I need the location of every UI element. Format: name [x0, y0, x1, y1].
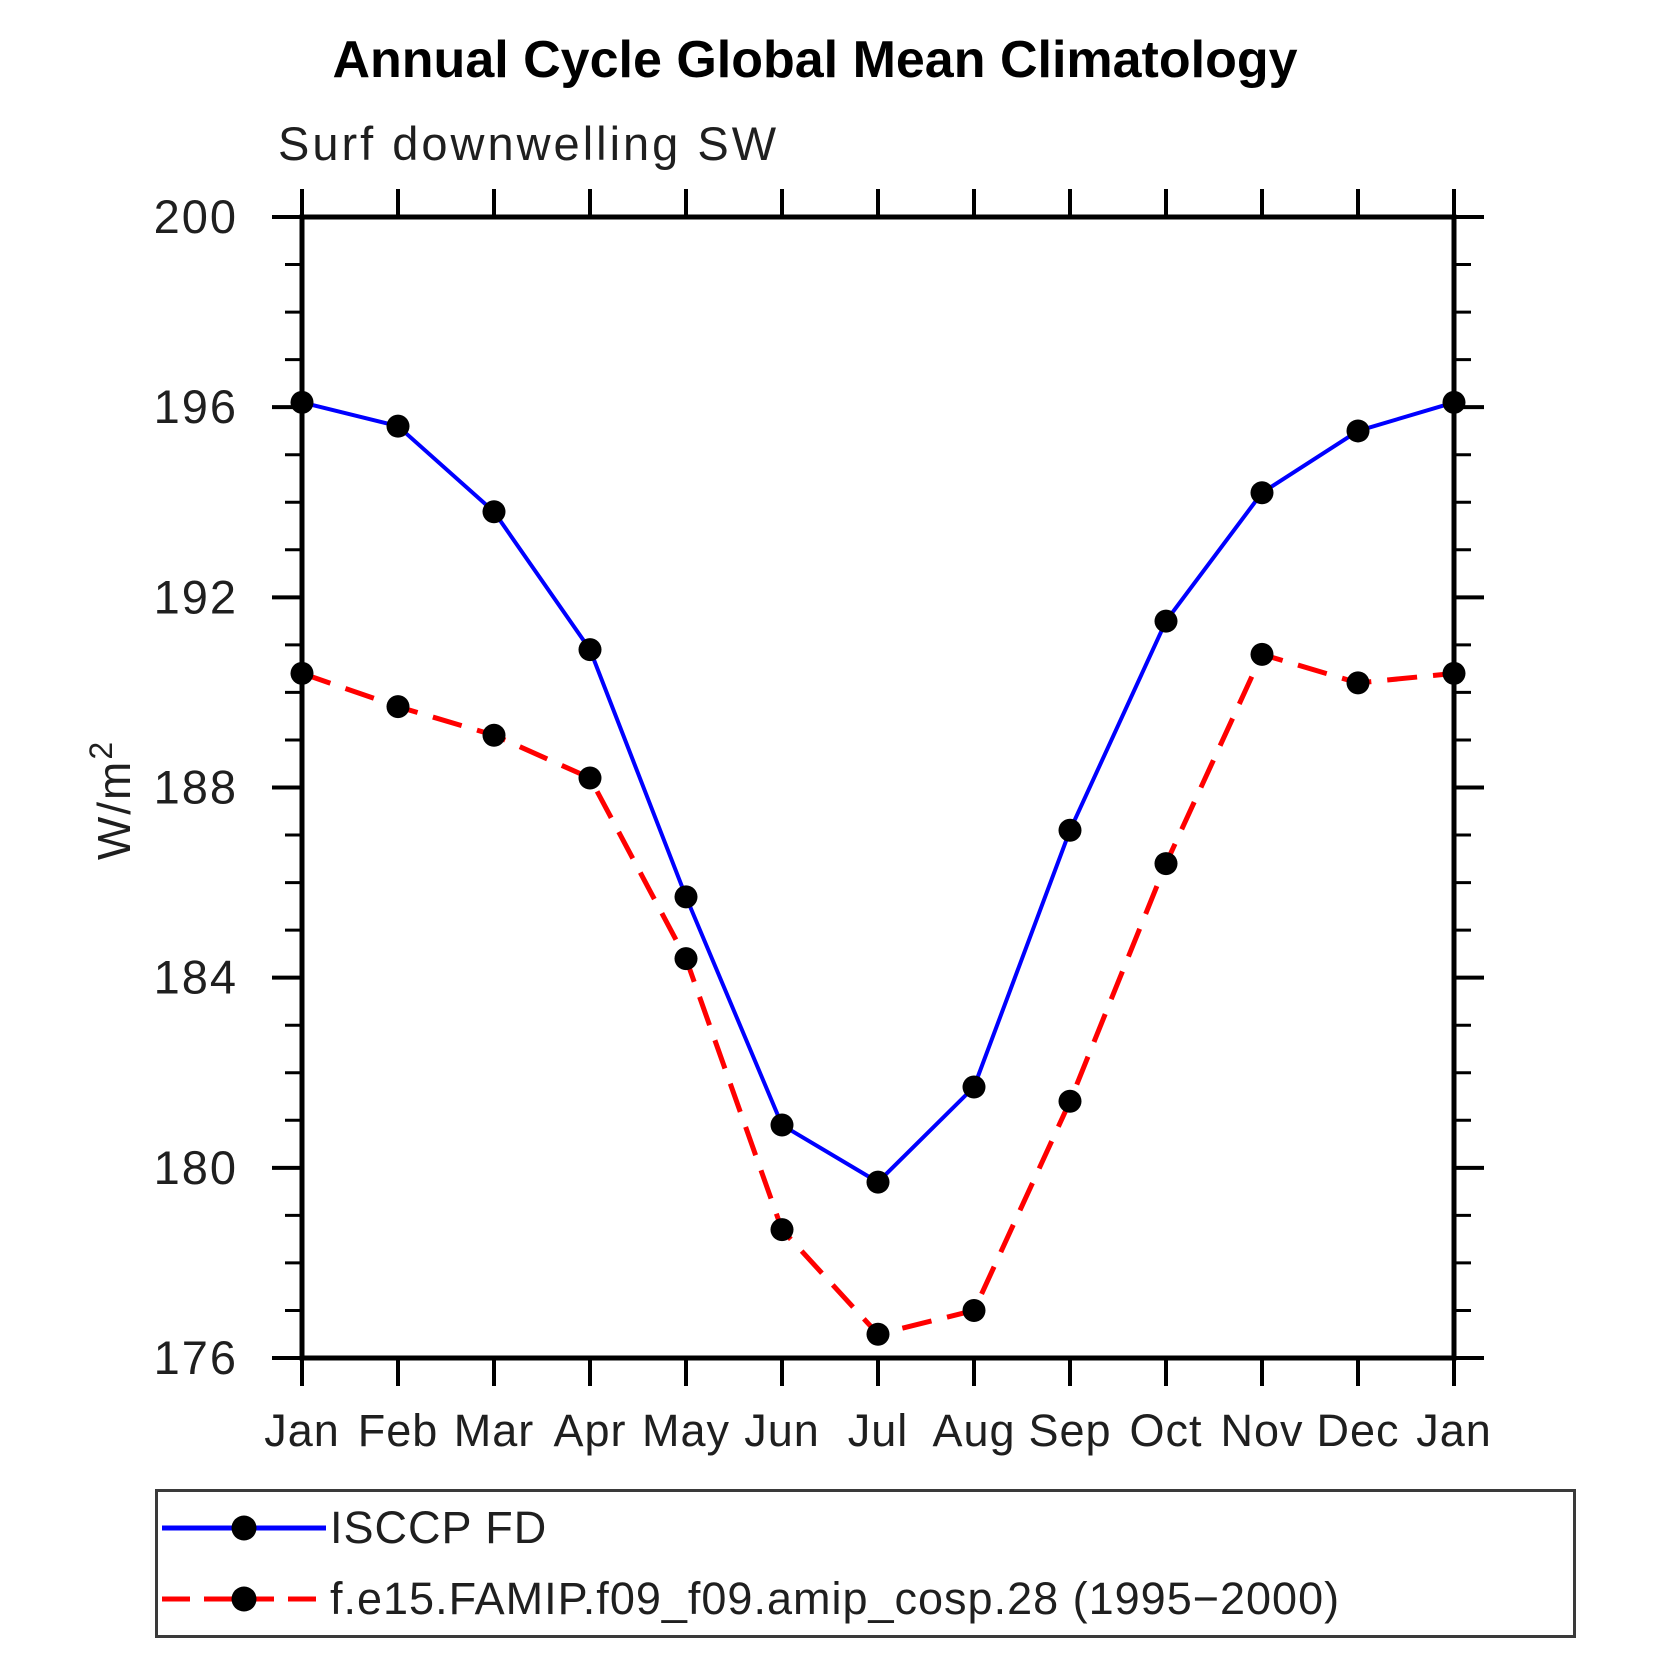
data-point [1250, 642, 1274, 666]
data-point [866, 1322, 890, 1346]
data-point [962, 1075, 986, 1099]
data-point [290, 661, 314, 685]
legend-swatch-dashed-red [162, 1586, 326, 1612]
x-tick-label: Apr [553, 1405, 626, 1456]
x-tick-label: Jan [264, 1405, 340, 1456]
series-line-1 [301, 651, 1455, 1337]
data-point [1154, 609, 1178, 633]
x-tick-label: Feb [358, 1405, 439, 1456]
y-axis-tick-labels: 176 180 184 188 192 196 200 [154, 190, 238, 1384]
data-point [1442, 661, 1466, 685]
x-tick-label: Mar [454, 1405, 535, 1456]
y-tick-label: 200 [154, 190, 238, 243]
data-point [1058, 818, 1082, 842]
y-tick-label: 180 [154, 1141, 238, 1194]
data-point [962, 1298, 986, 1322]
data-point [482, 723, 506, 747]
x-tick-label: Jun [744, 1405, 820, 1456]
x-tick-label: May [642, 1405, 730, 1456]
legend-item-isccp: ISCCP FD [158, 1494, 1573, 1562]
y-axis-label: W/m2 [83, 740, 140, 860]
chart-subtitle: Surf downwelling SW [278, 117, 780, 170]
data-point [674, 947, 698, 971]
y-tick-label: 176 [154, 1331, 238, 1384]
chart-title: Annual Cycle Global Mean Climatology [332, 31, 1298, 89]
x-tick-label: Jan [1416, 1405, 1492, 1456]
data-point [1346, 671, 1370, 695]
x-tick-label: Oct [1129, 1405, 1202, 1456]
x-tick-label: Nov [1220, 1405, 1303, 1456]
x-tick-label: Jul [848, 1405, 909, 1456]
data-point [290, 390, 314, 414]
x-tick-label: Sep [1028, 1405, 1111, 1456]
x-axis-ticks [300, 189, 1456, 1386]
y-tick-label: 184 [154, 951, 238, 1004]
data-point [866, 1170, 890, 1194]
data-point [770, 1218, 794, 1242]
data-point [1154, 852, 1178, 876]
data-point [674, 885, 698, 909]
x-tick-label: Dec [1316, 1405, 1399, 1456]
legend-label-isccp: ISCCP FD [330, 1501, 548, 1553]
data-point [386, 414, 410, 438]
y-tick-label: 196 [154, 380, 238, 433]
x-axis-tick-labels: Jan Feb Mar Apr May Jun Jul Aug Sep Oct Nov Dec Jan [264, 1405, 1492, 1456]
data-point [770, 1113, 794, 1137]
data-point [1058, 1089, 1082, 1113]
y-axis-ticks [272, 215, 1484, 1360]
series-markers-0 [290, 390, 1466, 1194]
data-point [578, 766, 602, 790]
data-point [482, 500, 506, 524]
legend-item-model: f.e15.FAMIP.f09_f09.amip_cosp.28 (1995−2… [158, 1565, 1573, 1633]
x-tick-label: Aug [932, 1405, 1015, 1456]
y-tick-label: 192 [154, 570, 238, 623]
series-line-0 [301, 400, 1455, 1185]
legend-swatch-solid-blue [162, 1515, 326, 1541]
data-point [386, 695, 410, 719]
series-markers-1 [290, 642, 1466, 1346]
data-point [578, 638, 602, 662]
y-tick-label: 188 [154, 761, 238, 814]
legend: ISCCP FD f.e15.FAMIP.f09_f09.amip_cosp.2… [155, 1489, 1576, 1638]
data-point [1250, 481, 1274, 505]
data-point [1442, 390, 1466, 414]
legend-label-model: f.e15.FAMIP.f09_f09.amip_cosp.28 (1995−2… [330, 1573, 1341, 1625]
data-point [1346, 419, 1370, 443]
